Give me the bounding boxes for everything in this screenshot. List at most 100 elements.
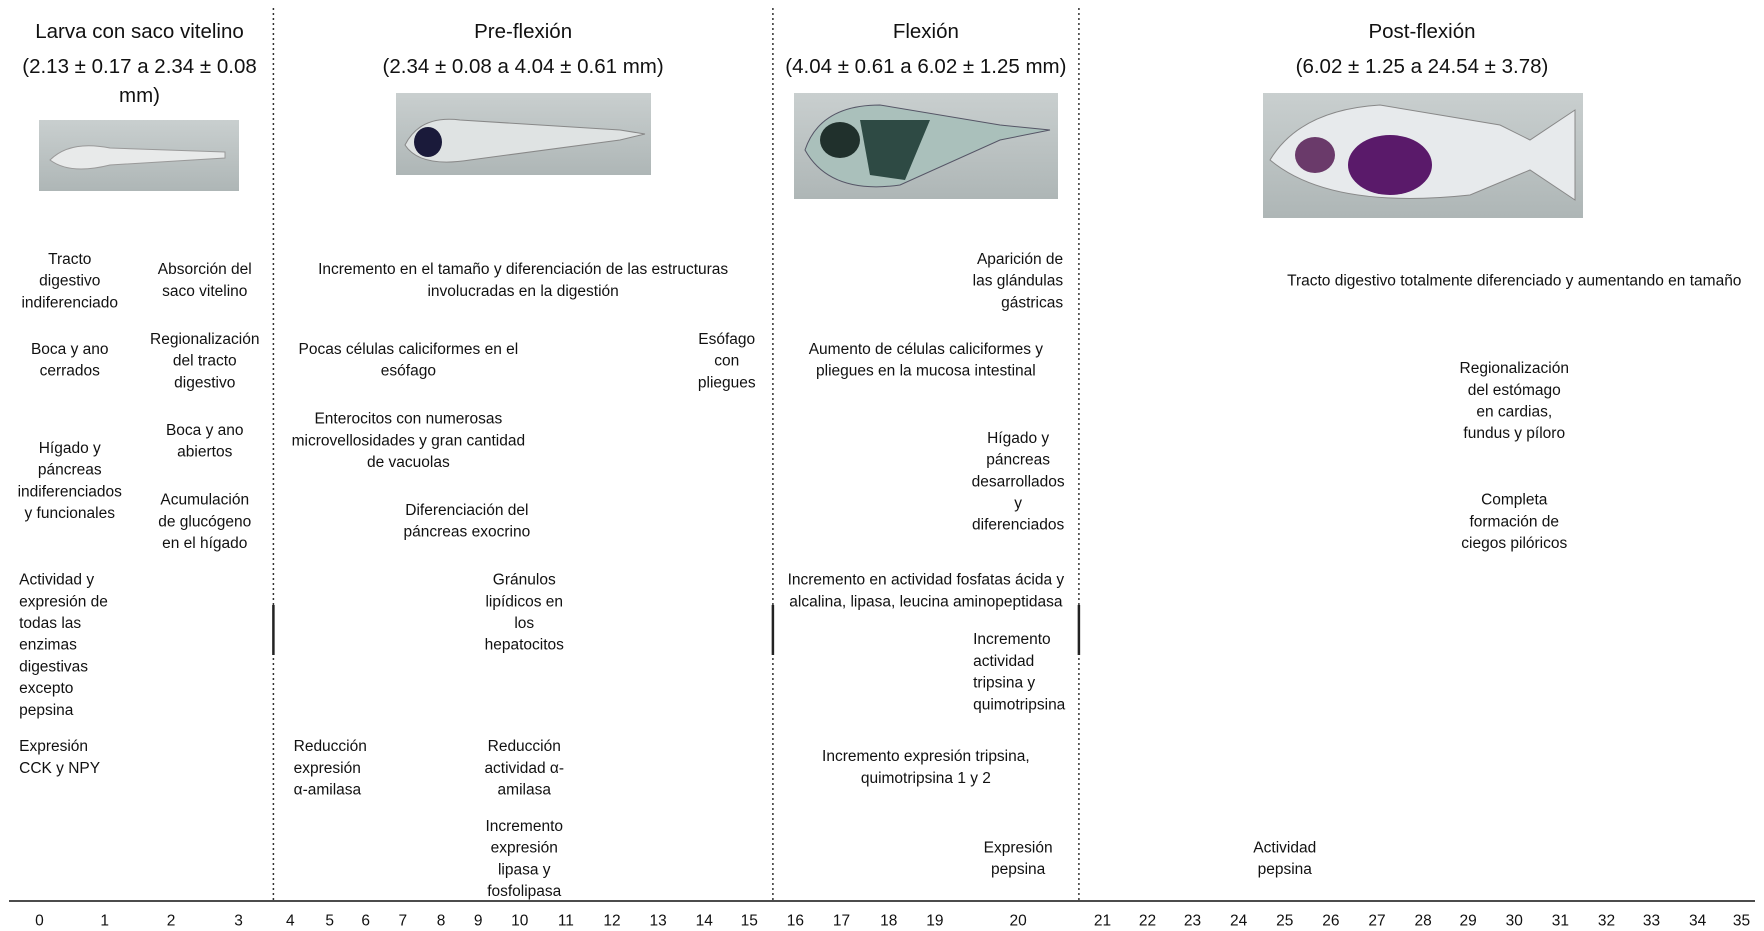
- annotation: Actividad y: [19, 572, 94, 589]
- stage-range: (2.13 ± 0.17 a 2.34 ± 0.08: [22, 55, 257, 78]
- axis-tick-label: 32: [1598, 912, 1615, 929]
- stage-range: (6.02 ± 1.25 a 24.54 ± 3.78): [1296, 55, 1549, 78]
- annotation: Tracto digestivo totalmente diferenciado…: [1287, 272, 1741, 289]
- axis-tick-label: 1: [100, 912, 109, 929]
- annotation: Expresión: [984, 839, 1053, 856]
- annotation: Pocas células caliciformes en el: [299, 341, 519, 358]
- axis-tick-label: 17: [833, 912, 850, 929]
- annotation: actividad: [973, 653, 1034, 670]
- annotation: Gránulos: [493, 572, 556, 589]
- axis-tick-label: 8: [437, 912, 446, 929]
- annotation: pepsina: [19, 702, 74, 719]
- annotation: Boca y ano: [166, 422, 244, 439]
- annotation: expresión: [491, 840, 558, 857]
- annotation: indiferenciados: [18, 483, 123, 500]
- axis-tick-label: 0: [35, 912, 44, 929]
- annotation: excepto: [19, 680, 73, 697]
- annotation: enzimas: [19, 637, 77, 654]
- axis-tick-label: 19: [926, 912, 943, 929]
- annotation: formación de: [1469, 513, 1559, 530]
- axis-tick-label: 25: [1276, 912, 1293, 929]
- annotation: pliegues en la mucosa intestinal: [816, 363, 1036, 380]
- annotation: de glucógeno: [158, 513, 251, 530]
- stage-range: mm): [119, 84, 160, 107]
- annotation: y: [1014, 495, 1022, 512]
- annotation: actividad α-: [484, 760, 564, 777]
- stage-title: Post-flexión: [1368, 20, 1475, 43]
- annotation: Tracto: [48, 251, 91, 268]
- annotation: Acumulación: [160, 492, 249, 509]
- larva-image: [39, 120, 239, 191]
- axis-tick-label: 21: [1094, 912, 1111, 929]
- axis-tick-label: 14: [696, 912, 714, 929]
- annotation: involucradas en la digestión: [427, 283, 618, 300]
- axis-tick-label: 2: [167, 912, 176, 929]
- annotation: Incremento: [973, 631, 1051, 648]
- annotation: quimotripsina: [973, 696, 1066, 713]
- annotation: Expresión: [19, 738, 88, 755]
- annotation: Absorción del: [158, 261, 252, 278]
- postflexion-image: [1263, 93, 1583, 218]
- axis-tick-label: 29: [1460, 912, 1477, 929]
- annotation: tripsina y: [973, 675, 1035, 692]
- annotation: Aumento de células caliciformes y: [809, 341, 1044, 358]
- annotation: pepsina: [991, 861, 1046, 878]
- annotation: Reducción: [294, 738, 367, 755]
- annotation: hepatocitos: [485, 637, 565, 654]
- axis-tick-label: 13: [650, 912, 667, 929]
- annotation: desarrollados: [972, 473, 1065, 490]
- axis-tick-label: 30: [1506, 912, 1524, 929]
- axis-tick-label: 15: [741, 912, 758, 929]
- annotation: digestivas: [19, 658, 88, 675]
- axis-tick-label: 27: [1368, 912, 1385, 929]
- annotation: ciegos pilóricos: [1461, 535, 1567, 552]
- axis-tick-label: 35: [1733, 912, 1750, 929]
- annotation: diferenciados: [972, 517, 1064, 534]
- axis-tick-label: 28: [1415, 912, 1432, 929]
- axis-tick-label: 7: [398, 912, 407, 929]
- axis-tick-label: 20: [1010, 912, 1028, 929]
- axis-tick-label: 4: [286, 912, 295, 929]
- annotation: todas las: [19, 615, 81, 632]
- annotation: de vacuolas: [367, 454, 450, 471]
- axis-tick-label: 33: [1643, 912, 1660, 929]
- annotation: esófago: [381, 363, 436, 380]
- annotation: del tracto: [173, 353, 237, 370]
- annotation: saco vitelino: [162, 283, 247, 300]
- axis-tick-label: 11: [558, 912, 574, 929]
- annotation: lipídicos en: [485, 593, 563, 610]
- annotation: páncreas exocrino: [404, 524, 531, 541]
- annotation: abiertos: [177, 444, 232, 461]
- annotation: alcalina, lipasa, leucina aminopeptidasa: [789, 593, 1063, 610]
- axis-tick-label: 22: [1139, 912, 1156, 929]
- annotation: páncreas: [986, 452, 1050, 469]
- axis-tick-label: 26: [1322, 912, 1339, 929]
- annotation: Hígado y: [987, 430, 1049, 447]
- annotation: gástricas: [1001, 294, 1063, 311]
- axis-tick-label: 12: [603, 912, 620, 929]
- annotation: Reducción: [488, 738, 561, 755]
- annotation: pepsina: [1258, 861, 1313, 878]
- annotation: Regionalización: [1460, 360, 1569, 377]
- annotation: Incremento en el tamaño y diferenciación…: [318, 261, 728, 278]
- flexion-image: [794, 93, 1058, 199]
- annotation: lipasa y: [498, 861, 551, 878]
- annotation: Incremento expresión tripsina,: [822, 748, 1030, 765]
- annotation: expresión: [294, 760, 361, 777]
- annotation: fundus y píloro: [1463, 425, 1565, 442]
- annotation: en el hígado: [162, 535, 247, 552]
- annotation: del estómago: [1468, 382, 1561, 399]
- annotation: digestivo: [39, 273, 100, 290]
- annotation: Regionalización: [150, 331, 259, 348]
- stage-range: (2.34 ± 0.08 a 4.04 ± 0.61 mm): [383, 55, 664, 78]
- annotation: expresión de: [19, 593, 108, 610]
- axis-tick-label: 5: [325, 912, 334, 929]
- annotation: microvellosidades y gran cantidad: [292, 432, 525, 449]
- annotation: Hígado y: [39, 440, 101, 457]
- stage-title: Larva con saco vitelino: [35, 20, 244, 43]
- annotation: con: [714, 353, 739, 370]
- annotation: Completa: [1481, 492, 1548, 509]
- annotation: Enterocitos con numerosas: [314, 411, 502, 428]
- annotation: Aparición de: [977, 251, 1063, 268]
